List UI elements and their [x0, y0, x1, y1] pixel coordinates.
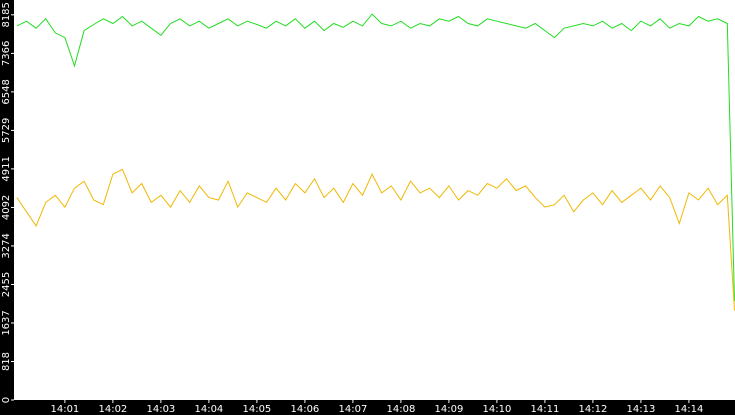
- x-tick-label: 14:11: [530, 404, 559, 415]
- y-axis-strip: [0, 0, 14, 415]
- x-tick-label: 14:10: [482, 404, 511, 415]
- y-tick-label: 1637: [1, 310, 12, 335]
- y-tick-label: 7366: [1, 41, 12, 66]
- x-tick-label: 14:12: [578, 404, 607, 415]
- y-tick-label: 6548: [1, 79, 12, 104]
- x-axis-strip: [0, 400, 735, 415]
- x-tick-label: 14:06: [290, 404, 319, 415]
- x-tick-label: 14:13: [627, 404, 656, 415]
- x-tick-label: 14:14: [675, 404, 704, 415]
- y-tick-label: 0: [1, 397, 12, 403]
- y-tick-label: 4911: [1, 156, 12, 181]
- x-tick-label: 14:09: [434, 404, 463, 415]
- x-tick-label: 14:02: [98, 404, 127, 415]
- y-tick-label: 4092: [1, 195, 12, 220]
- series-line: [16, 168, 735, 311]
- y-tick-label: 818: [1, 352, 12, 371]
- x-tick-label: 14:01: [50, 404, 79, 415]
- y-tick-label: 2455: [1, 272, 12, 297]
- x-tick-label: 14:04: [194, 404, 223, 415]
- y-tick-label: 8185: [1, 2, 12, 27]
- y-tick-label: 3274: [1, 233, 12, 258]
- x-tick-label: 14:03: [146, 404, 175, 415]
- series-line: [16, 13, 735, 302]
- y-tick-label: 5729: [1, 118, 12, 143]
- x-tick-label: 14:05: [242, 404, 271, 415]
- x-tick-label: 14:07: [338, 404, 367, 415]
- x-tick-label: 14:08: [386, 404, 415, 415]
